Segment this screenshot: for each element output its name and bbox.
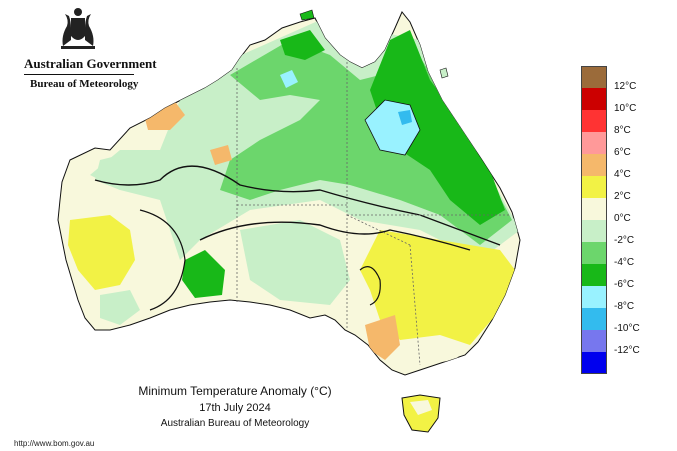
legend-tick-label: 4°C [614,169,631,180]
legend-swatch [581,330,607,352]
legend-swatch [581,308,607,330]
anomaly-zone-minus2-central [240,220,350,305]
contour-zero-north [94,165,501,246]
anomaly-zone-minus2-west [95,150,170,190]
anomaly-zone-minus10-qld [398,110,412,125]
contour-zero-southeast [359,266,381,306]
legend-tick-label: -4°C [614,257,635,268]
anomaly-zone-minus8-topend [280,70,298,88]
anomaly-zone-zero-victoria [400,335,470,365]
legend-tick-label: 2°C [614,191,631,202]
anomaly-zone-minus4-central [182,250,225,298]
legend-swatch [581,220,607,242]
legend-swatch [581,110,607,132]
legend-swatch [581,352,607,374]
anomaly-zone-plus2-west [68,215,135,290]
map-source: Australian Bureau of Meteorology [160,418,310,429]
legend-tick-label: 6°C [614,147,631,158]
anomaly-zone-plus4-kimberley [210,145,232,165]
legend-swatch [581,286,607,308]
legend-tick-label: -12°C [614,345,640,356]
island-northeast [439,67,449,79]
anomaly-zone-plus2-southeast [360,230,515,355]
website-link[interactable]: http://www.bom.gov.au [14,439,95,448]
legend-tick-label: -6°C [614,279,635,290]
state-borders [236,62,510,366]
bureau-name: Bureau of Meteorology [30,78,139,90]
legend-swatch [581,88,607,110]
anomaly-zone-minus6-northeast [370,30,505,225]
map-title: Minimum Temperature Anomaly (°C) [138,384,332,398]
coat-of-arms-icon [61,8,95,49]
legend-swatch [581,154,607,176]
government-name: Australian Government [24,56,157,71]
legend-tick-label: -10°C [614,323,640,334]
color-legend [581,66,607,374]
legend-tick-label: 10°C [614,103,637,114]
legend-swatch [581,242,607,264]
legend-swatch [581,66,607,88]
map-date: 17th July 2024 [199,402,271,414]
legend-tick-label: 8°C [614,125,631,136]
legend-tick-label: 0°C [614,213,631,224]
government-logo [18,6,138,96]
legend-swatch [581,132,607,154]
island-northwest [299,9,315,21]
header-divider [24,74,134,75]
legend-swatch [581,264,607,286]
legend-swatch [581,176,607,198]
legend-tick-label: 12°C [614,81,637,92]
legend-tick-label: -2°C [614,235,635,246]
legend-swatch [581,198,607,220]
anomaly-zone-minus6-north [280,30,325,60]
tasmania-cool-zone [410,400,432,415]
legend-tick-label: -8°C [614,301,635,312]
contour-zero-west [139,209,186,311]
anomaly-zone-minus2-southwest [100,290,140,325]
anomaly-zone-plus4-southeast [365,315,400,360]
contour-zero-south [199,221,471,251]
